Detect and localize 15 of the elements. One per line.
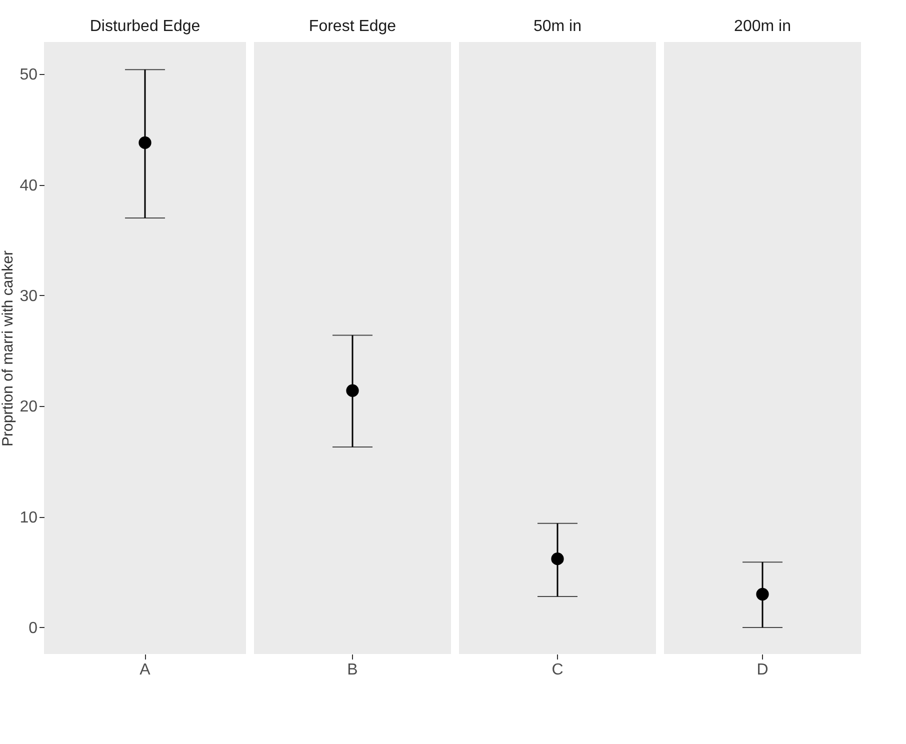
y-tick-label: 10: [20, 509, 38, 526]
x-tick-label: A: [140, 662, 151, 678]
y-axis-title: Proprtion of marri with canker: [0, 250, 17, 446]
y-tick-label: 20: [20, 398, 38, 416]
chart-title: 200m in: [734, 18, 791, 35]
chart-title: Forest Edge: [308, 18, 396, 35]
y-tick-label: 50: [20, 66, 38, 84]
x-tick-label: C: [552, 662, 564, 678]
chart-title: Disturbed Edge: [90, 18, 200, 35]
y-tick-label: 40: [20, 177, 38, 194]
x-tick-label: D: [756, 662, 768, 678]
x-tick-label: B: [347, 662, 358, 678]
chart-title: 50m in: [533, 18, 582, 35]
y-tick-label: 30: [20, 288, 38, 305]
y-tick-label: 0: [28, 620, 38, 637]
